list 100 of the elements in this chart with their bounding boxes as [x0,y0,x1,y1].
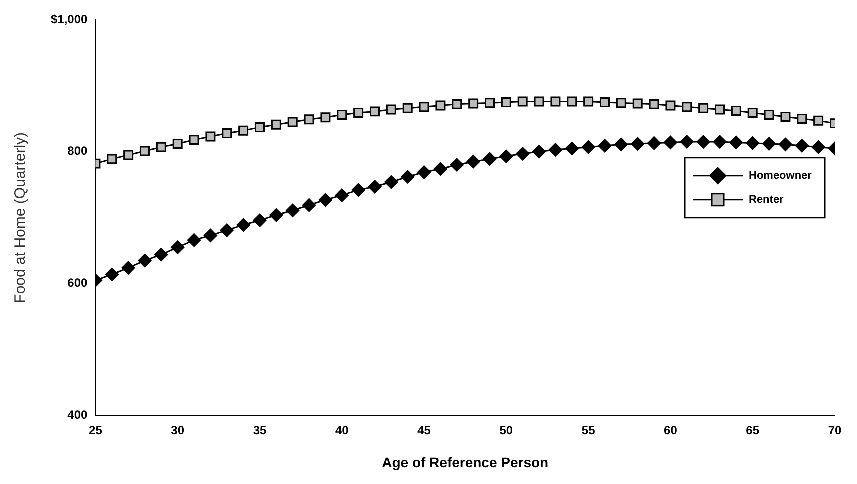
point [354,108,364,118]
point [500,150,514,164]
legend-label: Homeowner [749,170,813,182]
point [795,139,809,153]
point [236,218,250,232]
y-tick-label: $1,000 [51,12,88,26]
point [302,198,316,212]
point [436,100,446,111]
point [780,112,791,122]
x-tick-label: 55 [582,423,596,438]
point [548,143,562,157]
point [402,103,413,114]
point [664,136,678,150]
y-axis-title: Food at Home (Quarterly) [12,132,30,304]
x-tick-label: 50 [500,423,514,438]
point [452,99,462,110]
point [335,188,349,202]
point [730,136,744,150]
point [337,110,348,120]
point [253,214,267,228]
point [715,104,725,115]
point [188,234,202,248]
point [614,138,628,152]
x-tick-label: 45 [418,423,432,438]
point [600,97,610,108]
point [238,126,249,136]
point [631,137,645,151]
point [632,98,643,109]
point [682,102,692,112]
point [778,138,792,152]
point [567,96,578,107]
point [501,97,512,108]
point [206,132,216,142]
point [696,135,710,149]
x-tick-label: 40 [335,423,350,438]
y-tick-label: 800 [68,144,88,158]
point [138,254,152,268]
point [352,183,366,197]
point [534,96,544,107]
point [814,116,824,126]
point [140,146,150,156]
point [320,112,331,123]
point [220,224,234,238]
x-axis-title: Age of Reference Person [382,454,549,470]
point [107,154,118,164]
point [748,108,758,118]
point [386,104,396,115]
point [368,180,382,194]
point [485,98,495,108]
point [370,106,380,117]
point [565,142,579,156]
point [419,102,430,112]
point [680,135,694,149]
point [746,136,760,150]
point [532,145,546,159]
point [124,150,134,160]
x-tick-label: 70 [828,423,842,438]
point [156,142,166,152]
point [384,176,398,190]
x-tick-label: 60 [664,423,678,438]
point [649,99,660,110]
point [616,98,626,108]
point [255,122,265,133]
point [598,139,612,153]
point [698,103,709,114]
point [666,100,676,111]
x-tick-label: 65 [746,423,760,438]
point [171,240,185,254]
point [483,152,497,166]
legend-label: Renter [749,194,785,206]
point [762,137,776,151]
y-tick-label: 600 [68,276,88,290]
point [172,139,183,150]
point [418,166,432,180]
point [434,162,448,176]
point [271,120,282,130]
point [582,140,596,154]
point [518,96,528,107]
point [764,110,774,120]
point [468,98,479,109]
x-tick-label: 30 [171,423,185,438]
point [450,158,464,172]
point [812,140,826,154]
point [797,114,808,124]
point [648,136,662,150]
point [122,261,136,275]
point [304,114,314,125]
point [286,204,300,218]
point [204,228,218,242]
point [516,147,530,161]
point [222,128,232,138]
point [105,268,119,282]
x-tick-label: 25 [89,423,103,438]
point [154,248,168,262]
y-tick-label: 400 [68,408,88,422]
point [270,208,284,222]
point [713,135,727,149]
point [584,96,594,107]
point [466,155,480,169]
point [189,135,200,146]
